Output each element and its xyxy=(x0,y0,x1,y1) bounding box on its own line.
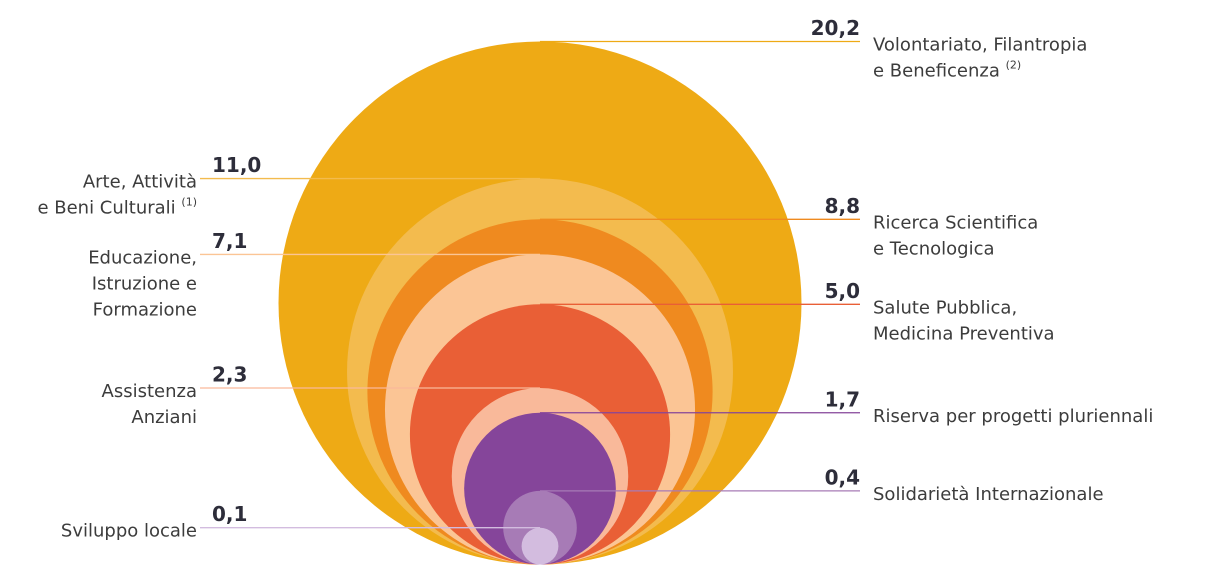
category-label: Anziani xyxy=(131,407,197,428)
category-label: e Beni Culturali (1) xyxy=(37,196,197,219)
category-label: Educazione, xyxy=(88,247,197,268)
value-label: 5,0 xyxy=(825,279,860,303)
category-label-line: e Tecnologica xyxy=(873,238,995,259)
category-label: Medicina Preventiva xyxy=(873,323,1055,344)
category-label: e Beneficenza (2) xyxy=(873,59,1021,82)
value-label: 0,4 xyxy=(825,465,860,489)
category-label-line: e Beni Culturali xyxy=(37,198,175,219)
category-label: Salute Pubblica, xyxy=(873,297,1017,318)
value-label: 20,2 xyxy=(811,16,860,40)
category-label: Formazione xyxy=(93,299,197,320)
category-label-line: Educazione, xyxy=(88,247,197,268)
category-label-line: e Beneficenza xyxy=(873,61,1000,82)
value-label: 11,0 xyxy=(212,153,261,177)
value-label: 1,7 xyxy=(825,387,860,411)
value-label: 2,3 xyxy=(212,363,247,387)
bubble xyxy=(464,412,616,565)
category-label-line: Medicina Preventiva xyxy=(873,323,1055,344)
category-label-line: Solidarietà Internazionale xyxy=(873,484,1104,505)
value-label: 8,8 xyxy=(825,194,860,218)
bubble xyxy=(521,527,559,565)
category-label: Sviluppo locale xyxy=(61,521,197,542)
category-label: Solidarietà Internazionale xyxy=(873,484,1104,505)
category-label: e Tecnologica xyxy=(873,238,995,259)
category-label-line: Anziani xyxy=(131,407,197,428)
category-label: Ricerca Scientifica xyxy=(873,212,1038,233)
category-label: Assistenza xyxy=(102,381,197,402)
bubbles xyxy=(278,41,802,565)
category-label-line: Volontariato, Filantropia xyxy=(873,35,1087,56)
footnote-marker: (2) xyxy=(1006,59,1022,72)
category-label-line: Salute Pubblica, xyxy=(873,297,1017,318)
category-label-line: Ricerca Scientifica xyxy=(873,212,1038,233)
category-label: Riserva per progetti pluriennali xyxy=(873,406,1153,427)
value-label: 0,1 xyxy=(212,502,247,526)
category-label-line: Istruzione e xyxy=(92,273,197,294)
category-label-line: Riserva per progetti pluriennali xyxy=(873,406,1153,427)
category-label: Istruzione e xyxy=(92,273,197,294)
category-label-line: Sviluppo locale xyxy=(61,521,197,542)
category-label: Arte, Attività xyxy=(83,172,197,193)
category-label-line: Arte, Attività xyxy=(83,172,197,193)
category-label: Volontariato, Filantropia xyxy=(873,35,1087,56)
category-label-line: Assistenza xyxy=(102,381,197,402)
footnote-marker: (1) xyxy=(181,196,197,209)
value-label: 7,1 xyxy=(212,229,247,253)
category-label-line: Formazione xyxy=(93,299,197,320)
